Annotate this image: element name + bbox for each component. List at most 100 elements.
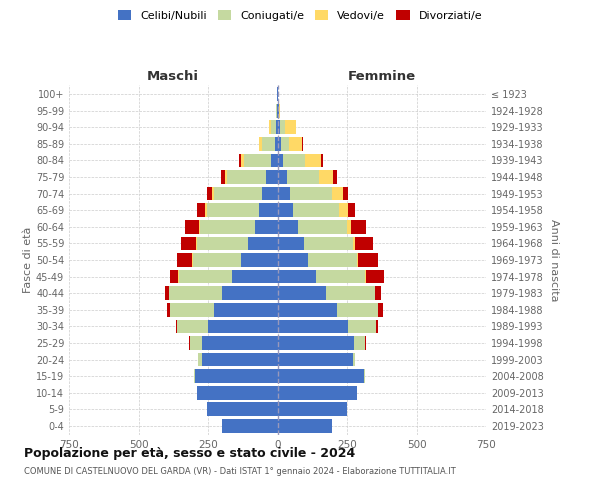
Bar — [355, 236, 373, 250]
Bar — [280, 120, 285, 134]
Bar — [277, 187, 290, 200]
Bar — [200, 220, 255, 234]
Bar — [196, 236, 197, 250]
Bar — [181, 236, 196, 250]
Bar — [167, 303, 170, 316]
Bar — [259, 137, 262, 150]
Bar — [169, 286, 222, 300]
Y-axis label: Fasce di età: Fasce di età — [23, 227, 33, 293]
Bar — [353, 236, 355, 250]
Bar — [281, 137, 289, 150]
Bar — [293, 204, 338, 217]
Bar — [290, 187, 332, 200]
Bar — [179, 270, 232, 283]
Bar — [308, 253, 357, 267]
Bar — [196, 370, 277, 383]
Text: Femmine: Femmine — [347, 70, 416, 82]
Y-axis label: Anni di nascita: Anni di nascita — [549, 218, 559, 301]
Bar — [208, 320, 277, 333]
Bar — [262, 187, 277, 200]
Bar — [365, 270, 383, 283]
Text: Popolazione per età, sesso e stato civile - 2024: Popolazione per età, sesso e stato civil… — [24, 448, 355, 460]
Bar — [277, 402, 347, 416]
Bar — [259, 204, 277, 217]
Bar — [283, 154, 305, 168]
Bar — [277, 386, 357, 400]
Bar — [197, 386, 277, 400]
Bar — [178, 320, 208, 333]
Bar — [248, 236, 277, 250]
Bar — [277, 370, 364, 383]
Bar — [185, 220, 199, 234]
Bar — [277, 120, 280, 134]
Bar — [365, 336, 367, 349]
Bar — [289, 137, 302, 150]
Bar — [222, 419, 277, 432]
Bar — [222, 286, 277, 300]
Bar — [302, 137, 303, 150]
Bar — [164, 286, 169, 300]
Bar — [206, 187, 212, 200]
Bar — [343, 187, 349, 200]
Bar — [197, 204, 205, 217]
Bar — [332, 187, 343, 200]
Bar — [349, 320, 376, 333]
Bar — [364, 370, 365, 383]
Bar — [206, 402, 277, 416]
Bar — [277, 236, 304, 250]
Bar — [197, 236, 248, 250]
Bar — [277, 270, 316, 283]
Bar — [271, 154, 277, 168]
Bar — [170, 303, 214, 316]
Bar — [205, 204, 206, 217]
Bar — [198, 352, 202, 366]
Bar — [277, 352, 353, 366]
Bar — [277, 104, 278, 118]
Bar — [241, 253, 277, 267]
Bar — [304, 236, 353, 250]
Bar — [189, 336, 190, 349]
Bar — [376, 320, 379, 333]
Bar — [202, 352, 277, 366]
Bar — [375, 286, 380, 300]
Bar — [277, 419, 332, 432]
Bar — [357, 253, 358, 267]
Bar — [202, 336, 277, 349]
Bar — [241, 154, 244, 168]
Bar — [349, 204, 355, 217]
Bar — [337, 303, 377, 316]
Bar — [244, 154, 271, 168]
Text: Maschi: Maschi — [147, 70, 199, 82]
Bar — [347, 220, 351, 234]
Bar — [277, 170, 287, 184]
Bar — [269, 120, 271, 134]
Bar — [225, 170, 227, 184]
Bar — [277, 154, 283, 168]
Bar — [278, 104, 280, 118]
Bar — [194, 370, 196, 383]
Bar — [227, 170, 266, 184]
Bar — [276, 120, 277, 134]
Bar — [277, 253, 308, 267]
Bar — [221, 170, 225, 184]
Bar — [358, 253, 377, 267]
Bar — [316, 270, 365, 283]
Bar — [351, 220, 367, 234]
Bar — [266, 170, 277, 184]
Bar — [277, 220, 298, 234]
Legend: Celibi/Nubili, Coniugati/e, Vedovi/e, Divorziati/e: Celibi/Nubili, Coniugati/e, Vedovi/e, Di… — [113, 6, 487, 25]
Bar — [232, 270, 277, 283]
Bar — [190, 336, 202, 349]
Bar — [305, 154, 320, 168]
Bar — [212, 187, 214, 200]
Bar — [176, 253, 192, 267]
Bar — [377, 303, 383, 316]
Bar — [326, 286, 375, 300]
Bar — [271, 120, 276, 134]
Bar — [277, 320, 349, 333]
Bar — [333, 170, 337, 184]
Bar — [192, 253, 193, 267]
Bar — [354, 336, 365, 349]
Bar — [239, 154, 241, 168]
Bar — [277, 336, 354, 349]
